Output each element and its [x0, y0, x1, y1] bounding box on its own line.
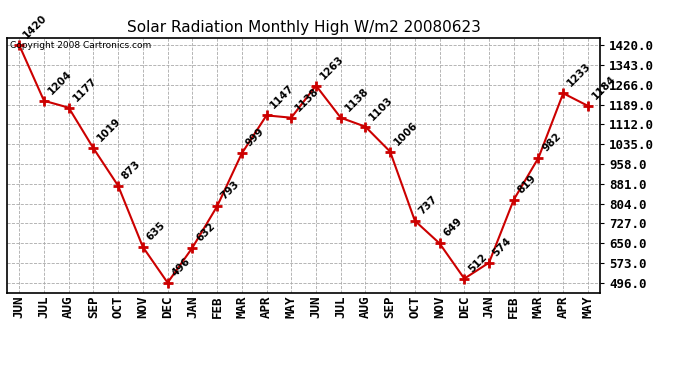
- Text: 1147: 1147: [268, 83, 296, 111]
- Text: 1184: 1184: [590, 74, 618, 101]
- Text: 1177: 1177: [70, 75, 99, 103]
- Text: 982: 982: [540, 131, 563, 153]
- Text: 512: 512: [466, 252, 489, 274]
- Text: 649: 649: [442, 216, 464, 239]
- Text: 737: 737: [417, 194, 440, 216]
- Text: 999: 999: [244, 127, 266, 149]
- Text: 496: 496: [170, 256, 192, 278]
- Text: 1263: 1263: [318, 53, 346, 81]
- Text: 1103: 1103: [367, 94, 395, 122]
- Text: 819: 819: [515, 173, 538, 195]
- Text: 1138: 1138: [343, 86, 371, 113]
- Text: 1420: 1420: [21, 13, 49, 40]
- Text: 635: 635: [145, 220, 167, 242]
- Text: 1233: 1233: [565, 61, 593, 88]
- Text: 1138: 1138: [293, 86, 321, 113]
- Text: 1019: 1019: [95, 116, 123, 144]
- Text: 1006: 1006: [392, 119, 420, 147]
- Text: 574: 574: [491, 236, 513, 258]
- Text: Copyright 2008 Cartronics.com: Copyright 2008 Cartronics.com: [10, 41, 151, 50]
- Text: 793: 793: [219, 179, 241, 202]
- Text: 1204: 1204: [46, 69, 74, 96]
- Text: 873: 873: [120, 159, 143, 181]
- Text: 632: 632: [195, 221, 217, 243]
- Title: Solar Radiation Monthly High W/m2 20080623: Solar Radiation Monthly High W/m2 200806…: [127, 20, 480, 35]
